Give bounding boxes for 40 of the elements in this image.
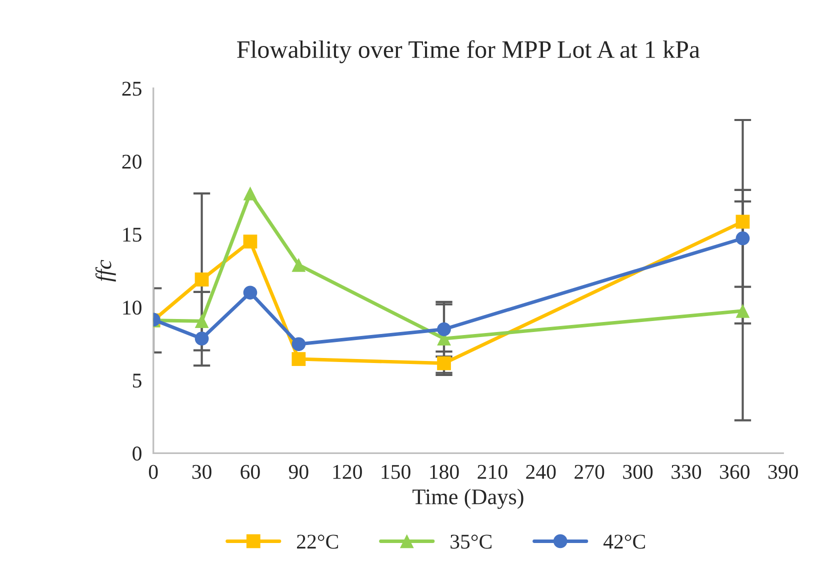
x-tick-label: 300 — [623, 464, 653, 479]
point — [194, 314, 209, 328]
point — [243, 234, 258, 249]
x-tick-label: 150 — [382, 464, 410, 479]
x-tick-label: 180 — [430, 464, 459, 479]
x-tick-label: 270 — [574, 464, 604, 479]
point — [243, 186, 258, 200]
point — [736, 214, 750, 229]
x-tick-label: 240 — [526, 464, 556, 479]
x-tick-label: 120 — [333, 464, 362, 479]
x-tick-label: 330 — [672, 464, 702, 479]
point — [437, 322, 451, 336]
x-tick-label: 60 — [240, 464, 260, 479]
y-axis-title: ffc — [95, 260, 116, 282]
x-tick-label: 0 — [148, 464, 158, 479]
x-tick-label: 360 — [720, 464, 750, 479]
x-tick-label: 30 — [192, 464, 212, 479]
legend-label: 35°C — [450, 534, 492, 549]
y-tick-label: 25 — [122, 82, 142, 96]
legend-label: 22°C — [297, 534, 338, 549]
y-tick-label: 5 — [133, 374, 142, 388]
point — [194, 272, 209, 286]
point — [736, 304, 750, 318]
point — [194, 332, 209, 346]
legend-label: 42°C — [603, 534, 645, 549]
y-tick-label: 20 — [122, 154, 142, 169]
x-tick-label: 210 — [478, 464, 508, 479]
point — [292, 337, 306, 352]
point — [292, 258, 306, 272]
y-tick-label: 0 — [132, 446, 142, 461]
x-tick-label: 390 — [768, 464, 798, 479]
y-tick-label: 10 — [123, 300, 142, 315]
point — [292, 352, 306, 366]
point — [243, 286, 258, 300]
x-axis-title: Time (Days) — [412, 488, 524, 509]
chart-title: Flowability over Time for MPP Lot A at 1 kPa — [237, 40, 700, 64]
y-tick-label: 15 — [123, 228, 142, 242]
point — [437, 356, 451, 370]
point — [736, 231, 750, 246]
x-tick-label: 90 — [288, 464, 308, 479]
